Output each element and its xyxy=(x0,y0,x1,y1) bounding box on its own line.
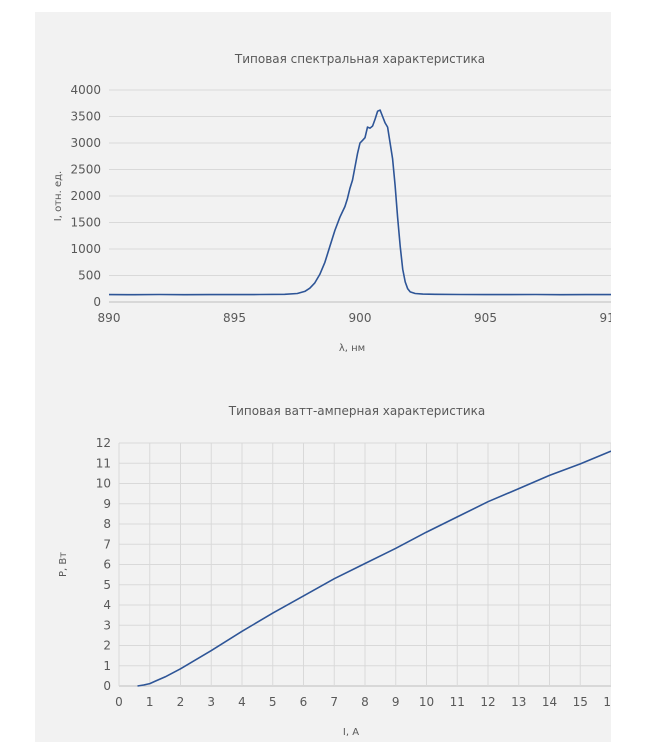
x-tick-label: 2 xyxy=(177,695,185,709)
y-tick-label: 10 xyxy=(96,477,111,491)
y-tick-label: 500 xyxy=(78,269,101,283)
x-tick-label: 12 xyxy=(480,695,495,709)
y-tick-label: 1000 xyxy=(70,242,101,256)
chart-2: Типовая ватт-амперная характеристика0123… xyxy=(58,404,611,738)
series-line xyxy=(108,109,611,296)
x-tick-label: 1 xyxy=(146,695,154,709)
y-tick-label: 6 xyxy=(103,558,111,572)
x-tick-label: 15 xyxy=(573,695,588,709)
y-tick-label: 9 xyxy=(103,497,111,511)
x-tick-label: 10 xyxy=(419,695,434,709)
y-tick-label: 1 xyxy=(103,659,111,673)
y-tick-label: 12 xyxy=(96,436,111,450)
chart-title: Типовая спектральная характеристика xyxy=(234,52,485,66)
charts-svg: Типовая спектральная характеристика05001… xyxy=(53,52,611,738)
x-tick-label: 16 xyxy=(603,695,611,709)
y-tick-label: 4000 xyxy=(70,83,101,97)
y-tick-label: 0 xyxy=(93,295,101,309)
x-tick-label: 9 xyxy=(392,695,400,709)
y-tick-label: 8 xyxy=(103,517,111,531)
y-tick-label: 5 xyxy=(103,578,111,592)
y-axis-label: P, Вт xyxy=(58,552,69,577)
x-tick-label: 5 xyxy=(269,695,277,709)
x-tick-label: 905 xyxy=(474,311,497,325)
y-tick-label: 3 xyxy=(103,618,111,632)
x-tick-label: 895 xyxy=(223,311,246,325)
x-tick-label: 8 xyxy=(361,695,369,709)
x-tick-label: 14 xyxy=(542,695,557,709)
x-tick-label: 13 xyxy=(511,695,526,709)
chart-1: Типовая спектральная характеристика 0 500 1… xyxy=(53,52,611,354)
x-tick-label: 910 xyxy=(600,311,611,325)
x-tick-label: 4 xyxy=(238,695,246,709)
y-axis-label: I, отн. ед. xyxy=(53,171,64,221)
chart-title: Типовая ватт-амперная характеристика xyxy=(228,404,485,418)
y-tick-label: 3500 xyxy=(70,110,101,124)
y-tick-label: 7 xyxy=(103,537,111,551)
x-tick-label: 890 xyxy=(98,311,121,325)
x-axis-label: I, A xyxy=(343,727,359,738)
x-tick-label: 900 xyxy=(349,311,372,325)
series-line xyxy=(137,450,611,687)
x-tick-label: 6 xyxy=(300,695,308,709)
y-tick-label: 4 xyxy=(103,598,111,612)
x-tick-label: 7 xyxy=(330,695,338,709)
x-tick-label: 0 xyxy=(115,695,123,709)
y-tick-label: 11 xyxy=(96,456,111,470)
y-tick-label: 0 xyxy=(103,679,111,693)
y-tick-label: 2500 xyxy=(70,163,101,177)
x-tick-label: 3 xyxy=(207,695,215,709)
y-tick-label: 3000 xyxy=(70,136,101,150)
x-axis-label: λ, нм xyxy=(339,343,365,354)
chart-panel: Типовая спектральная характеристика 0 500 1… xyxy=(35,12,611,742)
y-tick-label: 2000 xyxy=(70,189,101,203)
y-tick-label: 2 xyxy=(103,639,111,653)
x-tick-label: 11 xyxy=(450,695,465,709)
y-tick-label: 1500 xyxy=(70,216,101,230)
